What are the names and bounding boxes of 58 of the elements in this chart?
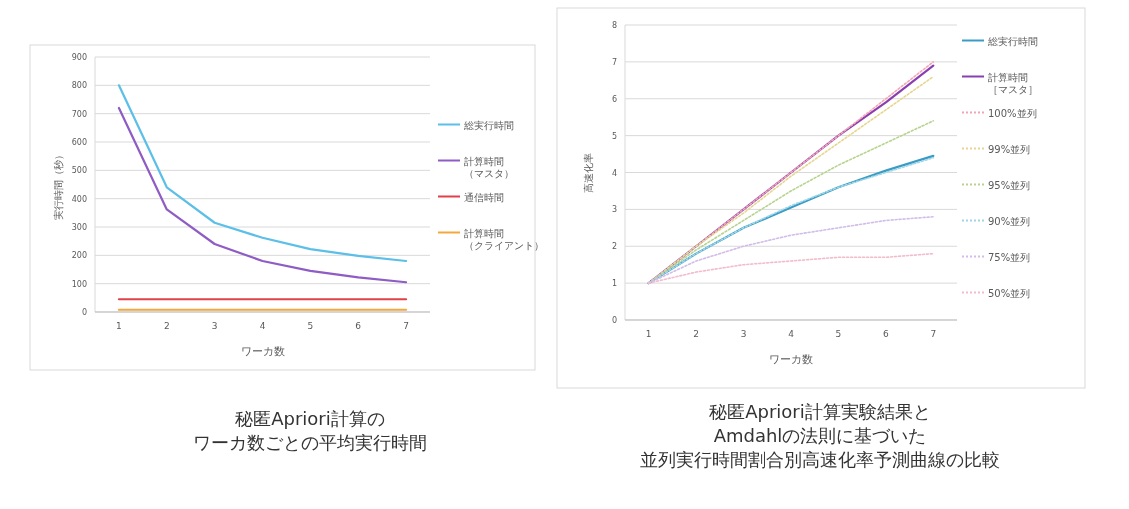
y-tick-label: 3 [611,205,617,215]
text: 秘匿Apriori計算実験結果と [709,401,931,422]
x-tick-label: 5 [307,321,314,331]
y-tick-label: 8 [611,21,617,30]
y-axis-title: 高速化率 [583,152,594,193]
y-tick-label: 7 [611,57,617,67]
legend-label: 計算時間［マスタ］ [988,71,1038,95]
text: 並列実行時間割合別高速化率予測曲線の比較 [640,449,1000,470]
legend-label: 90%並列 [988,215,1031,227]
x-tick-label: 1 [645,329,652,339]
y-tick-label: 500 [71,166,87,176]
x-axis-title: ワーカ数 [240,345,285,358]
text: ワーカ数ごとの平均実行時間 [193,432,427,453]
legend-label: 99%並列 [988,143,1031,155]
text: 秘匿Apriori計算の [235,408,385,429]
x-tick-label: 7 [930,329,937,339]
y-tick-label: 400 [71,194,87,204]
y-tick-label: 5 [611,131,617,141]
legend-label: 95%並列 [988,179,1031,191]
x-tick-label: 4 [259,321,266,331]
x-tick-label: 3 [211,321,218,331]
legend-label: 50%並列 [988,287,1031,299]
legend-label: 総実行時間 [987,35,1038,47]
y-tick-label: 0 [611,316,617,325]
text: Amdahlの法則に基づいた [713,425,927,446]
y-tick-label: 100 [71,279,87,289]
y-tick-label: 600 [71,138,87,147]
x-tick-label: 3 [740,329,747,339]
y-tick-label: 4 [611,168,617,178]
legend-label: 通信時間 [464,191,504,203]
x-tick-label: 2 [693,329,700,339]
x-axis-title: ワーカ数 [769,353,813,366]
legend-label: 100%並列 [988,107,1037,119]
line-series [117,106,408,284]
x-tick-label: 6 [355,321,362,331]
y-tick-label: 2 [611,242,617,252]
legend-label: 計算時間（マスタ） [464,155,514,179]
y-tick-label: 800 [71,81,87,91]
line-series [647,215,935,284]
y-tick-label: 900 [71,53,87,62]
legend-label: 75%並列 [988,251,1031,263]
y-tick-label: 300 [71,223,87,232]
y-tick-label: 700 [71,109,87,119]
x-tick-label: 1 [116,321,122,331]
y-tick-label: 200 [71,251,87,261]
y-axis-title: 実行時間（秒） [53,149,64,220]
x-tick-label: 5 [835,329,842,339]
line-series [647,252,935,284]
y-tick-label: 1 [611,279,617,289]
line-series [117,84,408,263]
y-tick-label: 6 [611,94,617,104]
x-tick-label: 4 [788,329,795,339]
y-tick-label: 0 [81,308,87,317]
legend-label: 総実行時間 [463,119,514,131]
x-tick-label: 2 [163,321,170,331]
x-tick-label: 6 [882,329,889,339]
x-tick-label: 7 [403,321,409,331]
legend-label: 計算時間（クライアント） [464,227,544,251]
